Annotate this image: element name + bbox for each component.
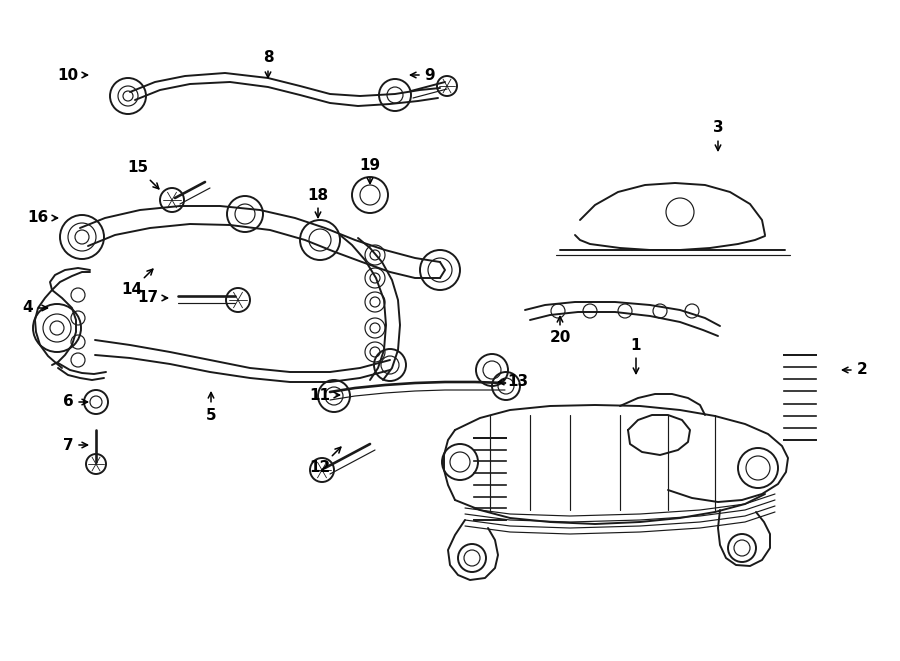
Text: 9: 9 — [410, 67, 436, 83]
Text: 18: 18 — [308, 188, 328, 217]
Text: 14: 14 — [122, 269, 153, 297]
Text: 6: 6 — [63, 395, 87, 410]
Text: 8: 8 — [263, 50, 274, 77]
Text: 20: 20 — [549, 317, 571, 346]
Text: 5: 5 — [206, 393, 216, 422]
Text: 19: 19 — [359, 157, 381, 184]
Text: 10: 10 — [58, 67, 87, 83]
Text: 15: 15 — [128, 161, 158, 189]
Text: 4: 4 — [22, 301, 48, 315]
Text: 7: 7 — [63, 438, 87, 453]
Text: 12: 12 — [310, 447, 341, 475]
Text: 13: 13 — [499, 375, 528, 389]
Text: 2: 2 — [842, 362, 868, 377]
Text: 16: 16 — [27, 210, 58, 225]
Text: 17: 17 — [138, 290, 167, 305]
Text: 3: 3 — [713, 120, 724, 151]
Text: 11: 11 — [310, 387, 339, 403]
Text: 1: 1 — [631, 338, 641, 373]
